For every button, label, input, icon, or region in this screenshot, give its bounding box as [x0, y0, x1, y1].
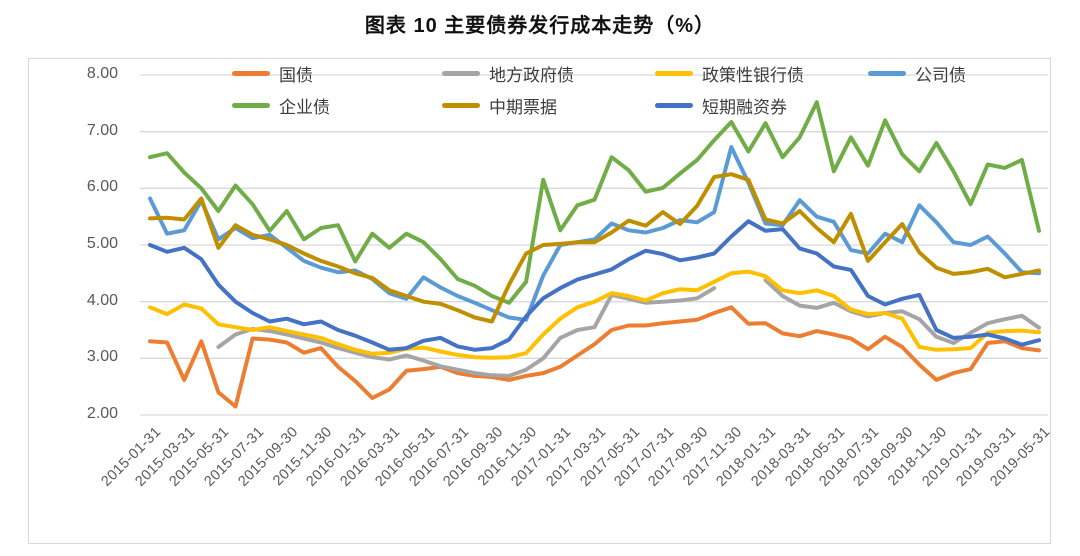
legend-item-企业债: 企业债 — [232, 93, 330, 117]
legend-item-公司债: 公司债 — [868, 61, 966, 85]
y-tick-label: 6.00 — [86, 178, 118, 196]
legend-line-swatch — [655, 102, 693, 108]
y-tick-label: 7.00 — [86, 121, 118, 139]
legend-label: 地方政府债 — [489, 65, 574, 85]
y-tick-label: 2.00 — [86, 405, 118, 422]
legend-label: 公司债 — [915, 65, 966, 85]
legend-line-swatch — [655, 70, 693, 76]
chart-title: 图表 10 主要债券发行成本走势（%） — [364, 15, 716, 37]
legend-item-地方政府债: 地方政府债 — [442, 61, 574, 85]
legend-item-短期融资券: 短期融资券 — [655, 93, 787, 117]
y-tick-label: 3.00 — [86, 348, 118, 366]
y-tick-label: 8.00 — [86, 65, 118, 82]
legend-line-swatch — [442, 70, 480, 76]
legend-line-swatch — [232, 102, 270, 108]
legend-item-中期票据: 中期票据 — [442, 93, 557, 117]
y-tick-label: 4.00 — [86, 291, 118, 309]
legend-label: 中期票据 — [489, 97, 557, 117]
legend-label: 政策性银行债 — [702, 65, 804, 85]
legend-item-国债: 国债 — [232, 61, 313, 85]
legend-item-政策性银行债: 政策性银行债 — [655, 61, 804, 85]
legend-line-swatch — [232, 70, 270, 76]
y-tick-label: 5.00 — [86, 235, 118, 252]
legend-label: 短期融资券 — [702, 97, 787, 117]
legend-label: 企业债 — [279, 97, 330, 117]
legend-line-swatch — [868, 70, 906, 76]
legend-line-swatch — [442, 102, 480, 108]
legend-label: 国债 — [279, 65, 313, 85]
